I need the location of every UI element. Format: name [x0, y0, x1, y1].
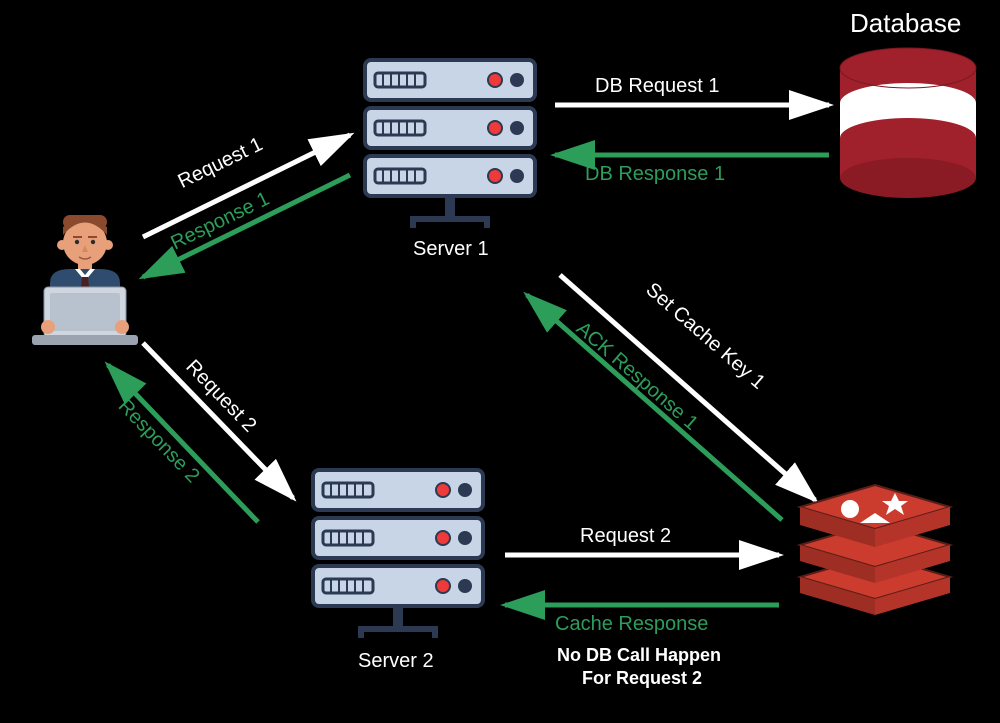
- server1-icon: [365, 60, 535, 228]
- server2-label: Server 2: [358, 650, 434, 673]
- database-title: Database: [850, 8, 961, 39]
- diagram-canvas: [0, 0, 1000, 723]
- label-dbresponse1: DB Response 1: [585, 163, 725, 186]
- label-cacheresponse: Cache Response: [555, 613, 708, 636]
- server2-icon: [313, 470, 483, 638]
- arrow-response1: [143, 175, 350, 277]
- arrow-response2: [108, 365, 258, 522]
- note-line2: For Request 2: [582, 668, 702, 689]
- user-icon: [32, 215, 138, 345]
- note-line1: No DB Call Happen: [557, 645, 721, 666]
- redis-icon: [800, 485, 950, 615]
- label-request2-cache: Request 2: [580, 525, 671, 548]
- server1-label: Server 1: [413, 238, 489, 261]
- arrow-request2: [143, 343, 293, 498]
- label-dbrequest1: DB Request 1: [595, 75, 720, 98]
- database-icon: [840, 48, 976, 198]
